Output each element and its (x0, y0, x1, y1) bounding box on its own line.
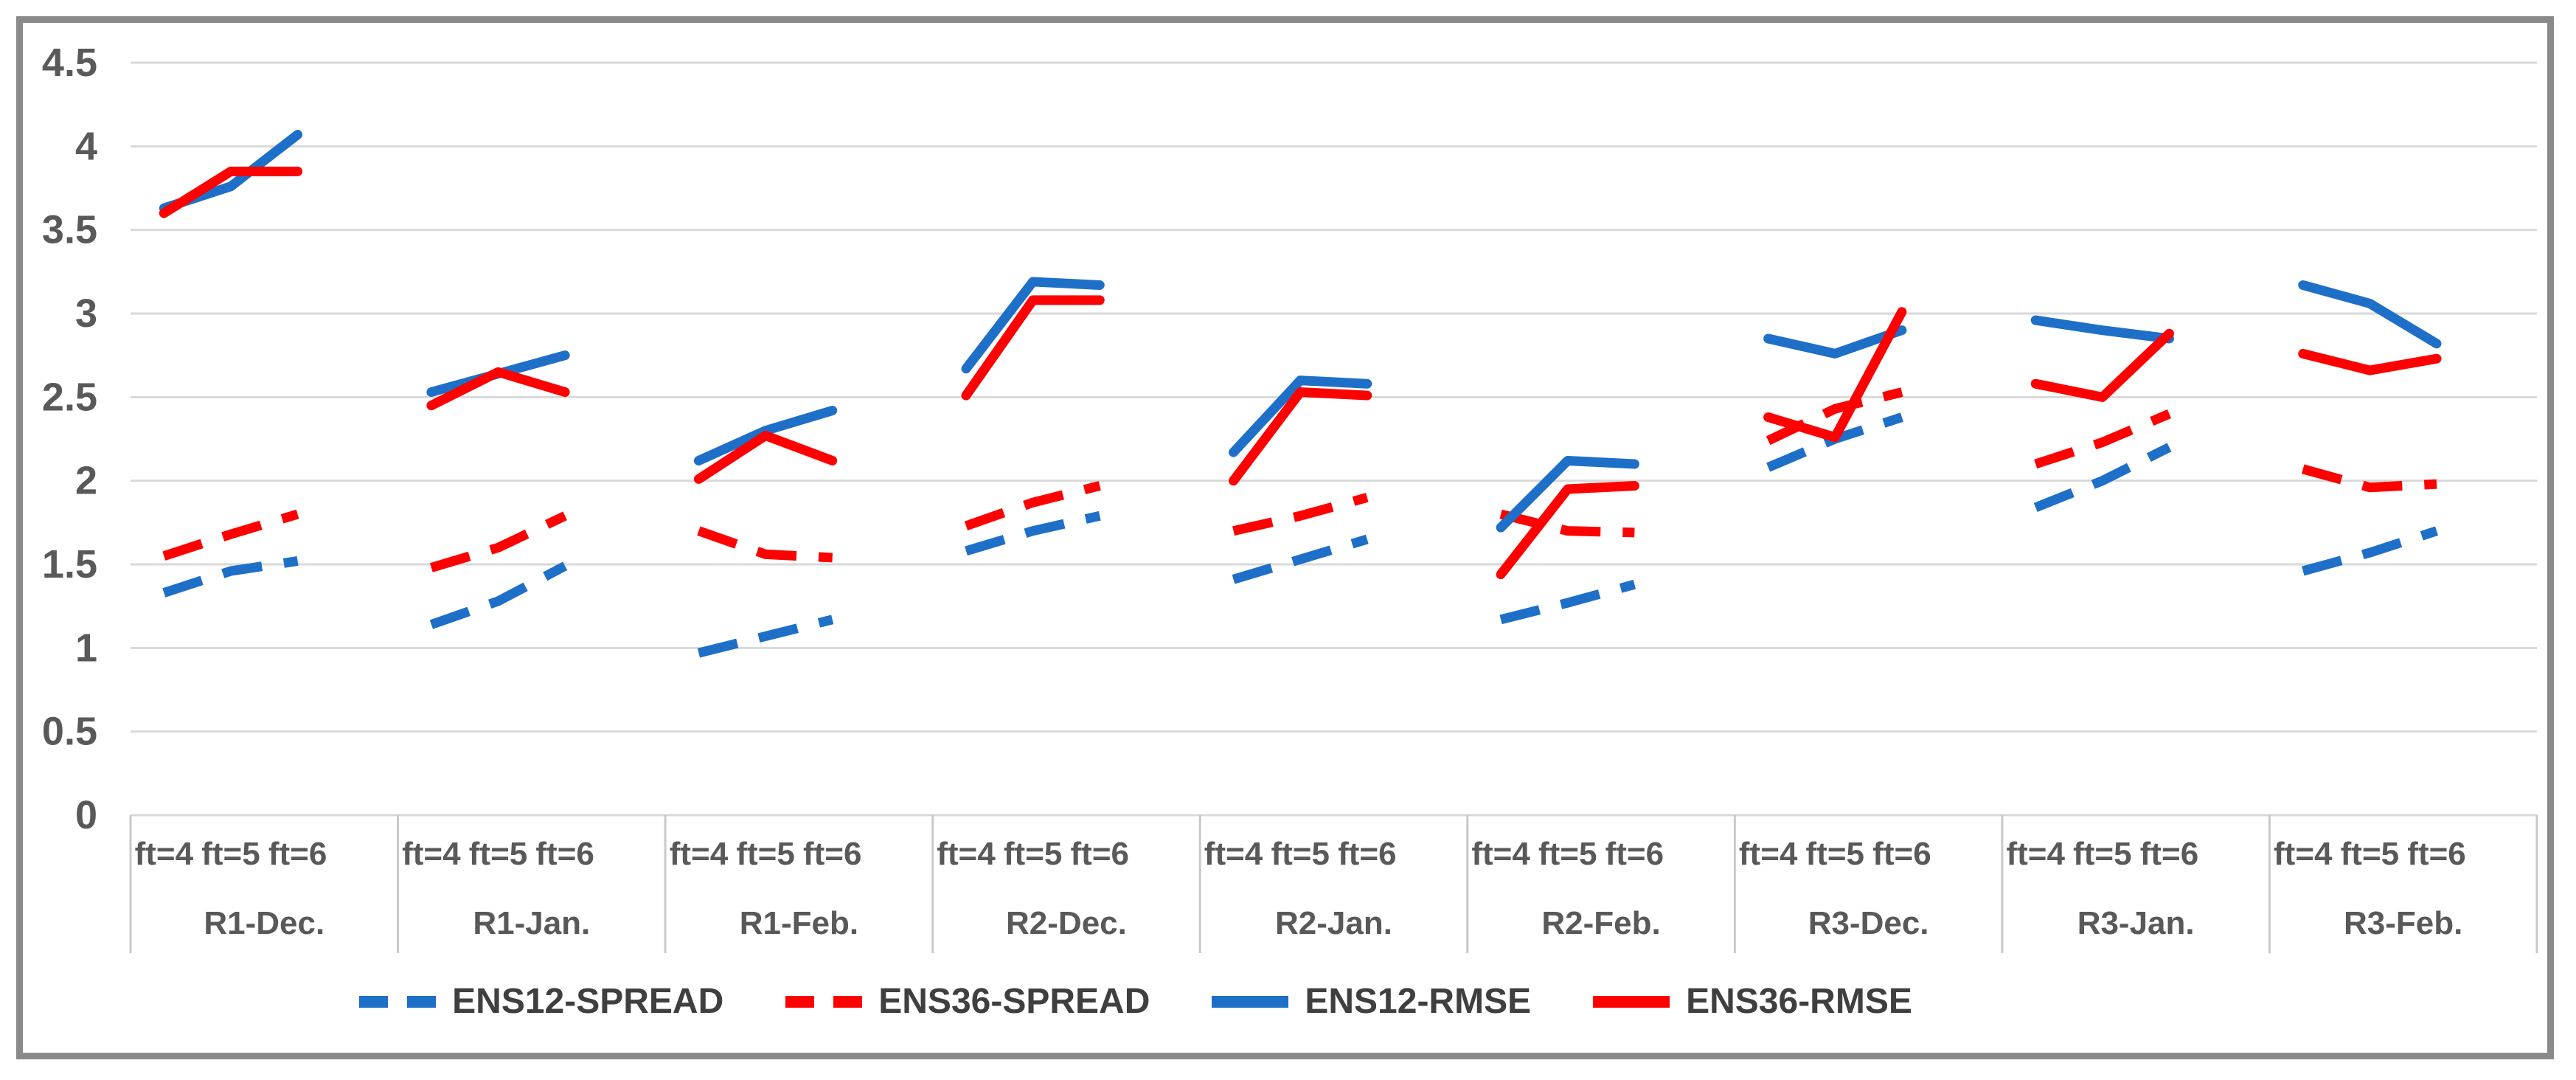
group-label: R2-Jan. (1275, 905, 1392, 941)
y-axis-tick-label: 4.5 (42, 41, 97, 85)
series-line-ens36-rmse (1763, 307, 1907, 443)
legend-label: ENS12-SPREAD (452, 982, 724, 1021)
subcategory-label: ft=4 (937, 836, 996, 872)
y-axis-tick-label: 0 (75, 793, 97, 837)
subcategory-label: ft=6 (803, 836, 861, 872)
series-line-ens12-rmse (1496, 455, 1639, 533)
subcategory-label: ft=5 (1271, 836, 1329, 872)
series-line-ens36-spread (1766, 387, 1903, 446)
series-line-ens36-spread (1232, 493, 1369, 536)
subcategory-label: ft=6 (2140, 836, 2198, 872)
series-line-ens12-rmse (1229, 375, 1372, 457)
series-line-ens12-spread (2302, 526, 2439, 576)
series-line-ens36-spread (964, 481, 1101, 531)
group-label: R2-Feb. (1541, 905, 1660, 941)
group-label: R3-Feb. (2344, 905, 2462, 941)
subcategory-label: ft=4 (135, 836, 194, 872)
y-axis-tick-label: 3 (75, 291, 97, 336)
series-line-ens12-spread (162, 556, 299, 598)
legend: ENS12-SPREAD ENS36-SPREAD ENS12-RMSE ENS36-… (0, 981, 2271, 1022)
series-line-ens12-spread (1232, 534, 1369, 584)
series-line-ens12-spread (2033, 443, 2172, 512)
y-axis-tick-label: 2.5 (42, 375, 97, 419)
legend-solid-line-swatch (1212, 995, 1289, 1008)
series-line-ens12-spread (1499, 579, 1636, 625)
y-axis-tick-label: 0.5 (42, 710, 97, 754)
subcategory-label: ft=5 (469, 836, 527, 872)
series-line-ens36-rmse (2298, 348, 2442, 375)
subcategory-label: ft=5 (2073, 836, 2131, 872)
legend-label: ENS12-RMSE (1305, 982, 1532, 1021)
subcategory-label: ft=5 (736, 836, 794, 872)
legend-item: ENS36-SPREAD (785, 981, 1150, 1022)
group-label: R2-Dec. (1006, 905, 1127, 941)
subcategory-label: ft=6 (1338, 836, 1396, 872)
legend-dashed-line-swatch (785, 995, 863, 1008)
subcategory-label: ft=4 (2274, 836, 2333, 872)
subcategory-label: ft=5 (1538, 836, 1597, 872)
subcategory-label: ft=5 (2341, 836, 2399, 872)
series-line-ens12-rmse (2030, 315, 2174, 344)
legend-label: ENS36-SPREAD (878, 982, 1150, 1021)
subcategory-label: ft=6 (1605, 836, 1664, 872)
subcategory-label: ft=4 (1204, 836, 1263, 872)
subcategory-label: ft=4 (1471, 836, 1530, 872)
subcategory-label: ft=6 (535, 836, 594, 872)
series-line-ens12-spread (965, 510, 1101, 556)
series-line-ens36-spread (2034, 409, 2172, 469)
subcategory-label: ft=6 (2407, 836, 2465, 872)
series-line-ens36-spread (697, 526, 833, 563)
y-axis-tick-label: 1.5 (42, 542, 97, 586)
legend-item: ENS12-SPREAD (359, 981, 723, 1022)
subcategory-label: ft=5 (201, 836, 260, 872)
series-line-ens12-rmse (961, 277, 1105, 374)
series-line-ens12-rmse (2298, 280, 2442, 349)
group-label: R3-Jan. (2077, 905, 2195, 941)
subcategory-label: ft=5 (1806, 836, 1864, 872)
subcategory-label: ft=6 (1872, 836, 1931, 872)
legend-item: ENS12-RMSE (1212, 981, 1531, 1022)
series-line-ens36-rmse (1496, 480, 1639, 580)
y-axis-tick-label: 1 (75, 626, 97, 670)
series-line-ens36-rmse (961, 295, 1105, 401)
y-axis-tick-label: 4 (75, 124, 97, 168)
group-label: R1-Dec. (204, 905, 324, 941)
series-line-ens36-spread (162, 509, 299, 561)
subcategory-label: ft=6 (1071, 836, 1129, 872)
series-line-ens12-rmse (693, 405, 838, 465)
series-line-ens36-rmse (2030, 328, 2174, 402)
subcategory-label: ft=5 (1004, 836, 1062, 872)
series-line-ens36-spread (1499, 509, 1635, 538)
series-line-ens36-rmse (426, 367, 570, 411)
series-line-ens36-spread (2302, 464, 2437, 493)
legend-solid-line-swatch (1593, 995, 1670, 1008)
legend-dashed-line-swatch (359, 995, 437, 1008)
series-line-ens12-spread (697, 615, 834, 658)
chart-outer-frame (16, 16, 2554, 1059)
legend-label: ENS36-RMSE (1686, 982, 1912, 1021)
subcategory-label: ft=4 (2006, 836, 2065, 872)
group-label: R3-Dec. (1808, 905, 1929, 941)
subcategory-label: ft=4 (1739, 836, 1798, 872)
group-label: R1-Feb. (740, 905, 858, 941)
legend-item: ENS36-RMSE (1593, 981, 1912, 1022)
subcategory-label: ft=6 (268, 836, 327, 872)
group-label: R1-Jan. (473, 905, 590, 941)
subcategory-label: ft=4 (670, 836, 729, 872)
series-line-ens36-rmse (1229, 387, 1372, 486)
series-line-ens12-rmse (1763, 325, 1907, 359)
y-axis-tick-label: 3.5 (42, 208, 97, 252)
y-axis-tick-label: 2 (75, 459, 97, 503)
series-line-ens12-spread (429, 561, 568, 629)
series-line-ens36-rmse (159, 166, 303, 218)
series-line-ens36-spread (430, 511, 567, 572)
series-line-ens36-rmse (693, 430, 838, 484)
subcategory-label: ft=4 (402, 836, 461, 872)
